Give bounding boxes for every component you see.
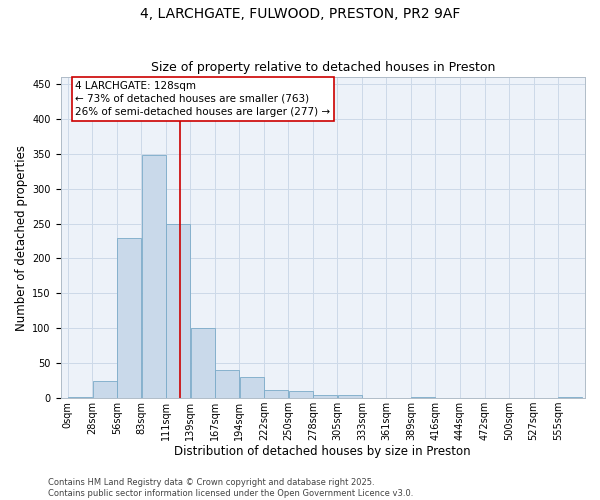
Bar <box>338 396 362 398</box>
Bar <box>191 328 215 398</box>
Bar <box>68 396 92 398</box>
Bar <box>117 238 141 398</box>
Text: Contains HM Land Registry data © Crown copyright and database right 2025.
Contai: Contains HM Land Registry data © Crown c… <box>48 478 413 498</box>
Bar <box>289 391 313 398</box>
Text: 4, LARCHGATE, FULWOOD, PRESTON, PR2 9AF: 4, LARCHGATE, FULWOOD, PRESTON, PR2 9AF <box>140 8 460 22</box>
Bar <box>166 224 190 398</box>
Bar <box>142 155 166 398</box>
Y-axis label: Number of detached properties: Number of detached properties <box>15 144 28 330</box>
Title: Size of property relative to detached houses in Preston: Size of property relative to detached ho… <box>151 62 495 74</box>
Bar <box>215 370 239 398</box>
Bar <box>264 390 289 398</box>
Bar <box>92 380 117 398</box>
Bar <box>239 377 264 398</box>
X-axis label: Distribution of detached houses by size in Preston: Distribution of detached houses by size … <box>175 444 471 458</box>
Bar <box>313 396 337 398</box>
Text: 4 LARCHGATE: 128sqm
← 73% of detached houses are smaller (763)
26% of semi-detac: 4 LARCHGATE: 128sqm ← 73% of detached ho… <box>75 80 331 117</box>
